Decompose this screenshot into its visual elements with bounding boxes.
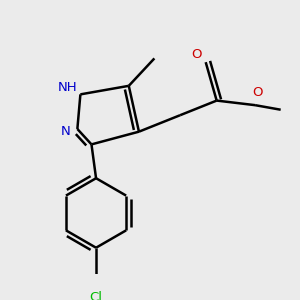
- Text: N: N: [61, 125, 70, 138]
- Text: NH: NH: [58, 81, 77, 94]
- Text: Cl: Cl: [90, 291, 103, 300]
- Text: O: O: [253, 86, 263, 99]
- Text: O: O: [191, 48, 202, 62]
